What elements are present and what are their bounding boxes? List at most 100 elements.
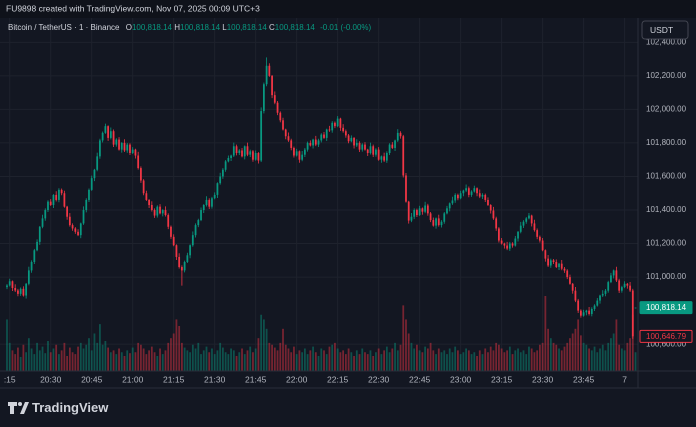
volume-bar [58,354,60,371]
volume-bar [262,319,265,371]
volume-bar [372,356,375,371]
candle-body [525,218,528,222]
volume-bar [104,341,107,371]
volume-bar [426,348,429,371]
volume-bar [563,346,566,371]
candle-body [230,155,232,159]
x-tick-label: 20:45 [81,374,103,384]
volume-bar [317,356,320,371]
volume-bar [347,348,350,371]
volume-bar [536,350,539,371]
volume-bar [448,348,451,371]
volume-bar [566,342,569,371]
candle-body [590,308,593,314]
candle-body [301,154,304,160]
candle-body [607,282,610,291]
candle-body [164,210,167,216]
volume-bar [435,354,437,371]
x-tick-label: 21:45 [245,374,267,384]
volume-bar [484,348,487,371]
volume-bar [364,352,366,371]
x-tick-label: 21:00 [122,374,144,384]
candle-body [552,260,555,262]
y-tick-label: 101,800.00 [646,138,687,147]
x-tick-label: 21:15 [163,374,185,384]
candle-body [579,310,582,316]
candle-body [514,238,517,246]
volume-bar [74,354,77,371]
candle-body [271,75,273,96]
candle-body [257,152,260,161]
candle-body [276,102,279,113]
candle-body [353,137,355,146]
candle-body [418,208,421,216]
volume-bar [470,354,473,371]
candle-body [500,240,503,244]
candle-body [539,236,541,241]
volume-bar [63,342,66,371]
volume-bar [140,344,142,371]
candle-body [260,111,263,161]
candle-body [93,169,96,179]
volume-bar [416,344,418,371]
volume-bar [249,346,252,371]
candle-body [134,149,137,156]
candle-body [569,277,571,284]
volume-bar [525,354,528,371]
candle-body [484,194,487,200]
volume-bar [178,326,181,371]
volume-bar [284,344,287,371]
candle-body [615,270,618,281]
volume-bar [437,348,440,371]
candle-body [123,142,126,151]
volume-bar [402,305,405,371]
y-tick-label: 101,600.00 [646,172,687,181]
candle-body [68,216,71,226]
candle-body [383,156,386,161]
candle-body [585,310,588,313]
volume-bar [558,348,560,371]
logo-mark [8,402,17,414]
volume-bar [126,350,129,371]
volume-bar [579,335,582,371]
currency-button[interactable] [641,20,689,40]
volume-bar [172,333,175,371]
volume-bar [320,348,323,371]
volume-bar [276,350,279,371]
candle-body [120,142,123,150]
candle-body [317,140,320,145]
candle-body [610,275,612,283]
volume-bar [205,346,208,371]
volume-bar [391,348,394,371]
candle-body [604,290,607,294]
volume-bar [385,346,388,371]
volume-bar [380,354,383,371]
candle-body [314,139,317,145]
volume-bar [211,348,213,371]
candle-body [170,226,172,237]
volume-bar [399,344,402,371]
volume-bar [202,350,205,371]
volume-bar [552,342,555,371]
candle-body [194,225,197,236]
volume-bar [49,352,52,371]
candle-body [358,142,361,150]
volume-bar [585,344,588,371]
candle-body [634,307,637,309]
volume-bar [533,352,536,371]
volume-bar [361,348,364,371]
candle-body [574,290,577,301]
volume-bar [268,342,271,371]
volume-bar [298,350,301,371]
candle-body [522,221,525,226]
candle-body [399,132,402,137]
volume-bar [115,354,118,371]
candle-body [47,201,49,211]
candle-body [334,122,336,127]
volume-bar [358,354,361,371]
candle-body [599,295,601,301]
legend-open-label: O [126,23,132,32]
volume-bar [492,350,495,371]
header-bar [0,0,696,18]
